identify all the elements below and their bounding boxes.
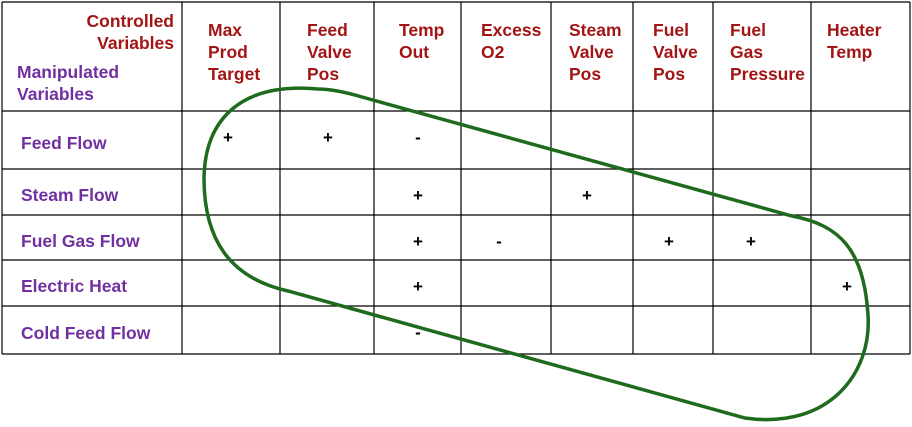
row-label-steam-flow: Steam Flow: [21, 185, 119, 205]
cell-steam-flow-temp-out: +: [413, 186, 423, 205]
controlled-label-line: Controlled: [86, 11, 175, 31]
column-header-feed-valve-pos: Feed Valve Pos: [307, 19, 352, 85]
cell-cold-feed-flow-temp-out: -: [415, 323, 421, 342]
column-header-heater-temp: Heater Temp: [827, 19, 881, 63]
controlled-label-line: Variables: [97, 33, 174, 53]
controlled-variables-label: Controlled Variables: [87, 10, 175, 54]
manipulated-variables-label: Manipulated Variables: [17, 61, 119, 105]
column-header-line: Prod: [208, 42, 248, 62]
column-header-line: Target: [208, 64, 261, 84]
cell-feed-flow-feed-valve-pos: +: [323, 128, 333, 147]
column-header-line: Valve: [569, 42, 614, 62]
column-header-line: Fuel: [730, 20, 766, 40]
row-label-fuel-gas-flow: Fuel Gas Flow: [21, 230, 140, 251]
cell-fuel-gas-flow-excess-o2: -: [496, 232, 502, 251]
cell-electric-heat-temp-out: +: [413, 277, 423, 296]
column-header-line: Max: [208, 20, 243, 40]
column-header-line: Heater: [827, 20, 882, 40]
column-header-line: Gas: [730, 42, 764, 62]
cell-electric-heat-heater-temp: +: [842, 277, 852, 296]
column-header-line: Valve: [653, 42, 698, 62]
column-header-line: Temp: [399, 20, 445, 40]
column-header-line: Out: [399, 42, 430, 62]
manipulated-label-line: Manipulated: [17, 62, 120, 82]
column-header-line: Pos: [307, 64, 340, 84]
column-header-excess-o2: Excess O2: [481, 19, 541, 63]
column-header-line: Pressure: [730, 64, 805, 84]
manipulated-label-line: Variables: [17, 84, 94, 104]
column-header-line: Feed: [307, 20, 348, 40]
cell-fuel-gas-flow-temp-out: +: [413, 232, 423, 251]
column-header-max-prod-target: Max Prod Target: [208, 19, 260, 85]
column-header-temp-out: Temp Out: [399, 19, 444, 63]
cell-fuel-gas-flow-fuel-gas-pressure: +: [746, 232, 756, 251]
column-header-line: Temp: [827, 42, 873, 62]
column-header-line: Valve: [307, 42, 352, 62]
column-header-line: Fuel: [653, 20, 689, 40]
column-header-line: Excess: [481, 20, 542, 40]
corner-cell: Controlled Variables Manipulated Variabl…: [2, 2, 182, 111]
column-header-steam-valve-pos: Steam Valve Pos: [569, 19, 622, 85]
column-header-fuel-valve-pos: Fuel Valve Pos: [653, 19, 698, 85]
row-label-feed-flow: Feed Flow: [21, 133, 107, 153]
column-header-line: Pos: [653, 64, 686, 84]
cell-feed-flow-temp-out: -: [415, 128, 421, 147]
column-header-line: O2: [481, 42, 505, 62]
cell-fuel-gas-flow-fuel-valve-pos: +: [664, 232, 674, 251]
cell-steam-flow-steam-valve-pos: +: [582, 186, 592, 205]
column-header-fuel-gas-pressure: Fuel Gas Pressure: [730, 19, 805, 85]
column-header-line: Steam: [569, 20, 622, 40]
row-label-cold-feed-flow: Cold Feed Flow: [21, 323, 151, 343]
cell-feed-flow-max-prod-target: +: [223, 128, 233, 147]
row-label-electric-heat: Electric Heat: [21, 276, 128, 296]
column-header-line: Pos: [569, 64, 602, 84]
